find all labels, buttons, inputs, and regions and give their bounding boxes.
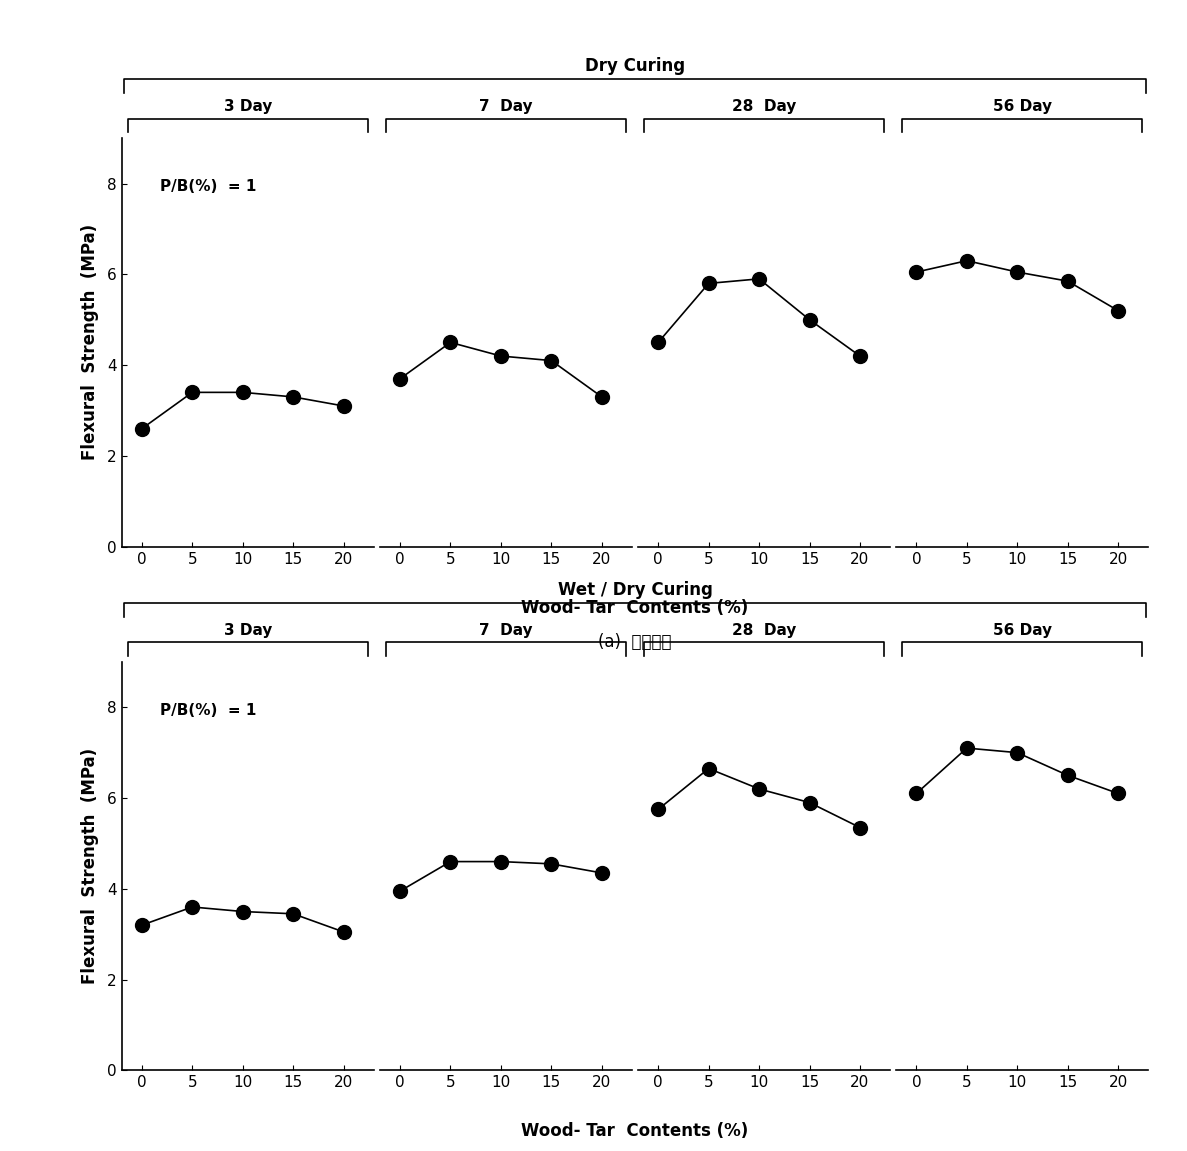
Text: 56 Day: 56 Day — [992, 623, 1052, 638]
Text: 28  Day: 28 Day — [732, 99, 796, 114]
Text: Dry Curing: Dry Curing — [585, 56, 685, 75]
Y-axis label: Flexural  Strength  (MPa): Flexural Strength (MPa) — [81, 748, 99, 984]
Text: P/B(%)  = 1: P/B(%) = 1 — [159, 702, 256, 718]
Text: 3 Day: 3 Day — [223, 99, 272, 114]
Text: 7  Day: 7 Day — [480, 623, 533, 638]
Text: 56 Day: 56 Day — [992, 99, 1052, 114]
Text: 28  Day: 28 Day — [732, 623, 796, 638]
Text: 7  Day: 7 Day — [480, 99, 533, 114]
Text: Wood- Tar  Contents (%): Wood- Tar Contents (%) — [521, 1122, 749, 1141]
Text: P/B(%)  = 1: P/B(%) = 1 — [159, 180, 256, 195]
Text: Wood- Tar  Contents (%): Wood- Tar Contents (%) — [521, 599, 749, 617]
Text: (a)  기중양생: (a) 기중양생 — [598, 633, 672, 651]
Text: 3 Day: 3 Day — [223, 623, 272, 638]
Text: Wet / Dry Curing: Wet / Dry Curing — [558, 580, 712, 599]
Y-axis label: Flexural  Strength  (MPa): Flexural Strength (MPa) — [81, 224, 99, 460]
